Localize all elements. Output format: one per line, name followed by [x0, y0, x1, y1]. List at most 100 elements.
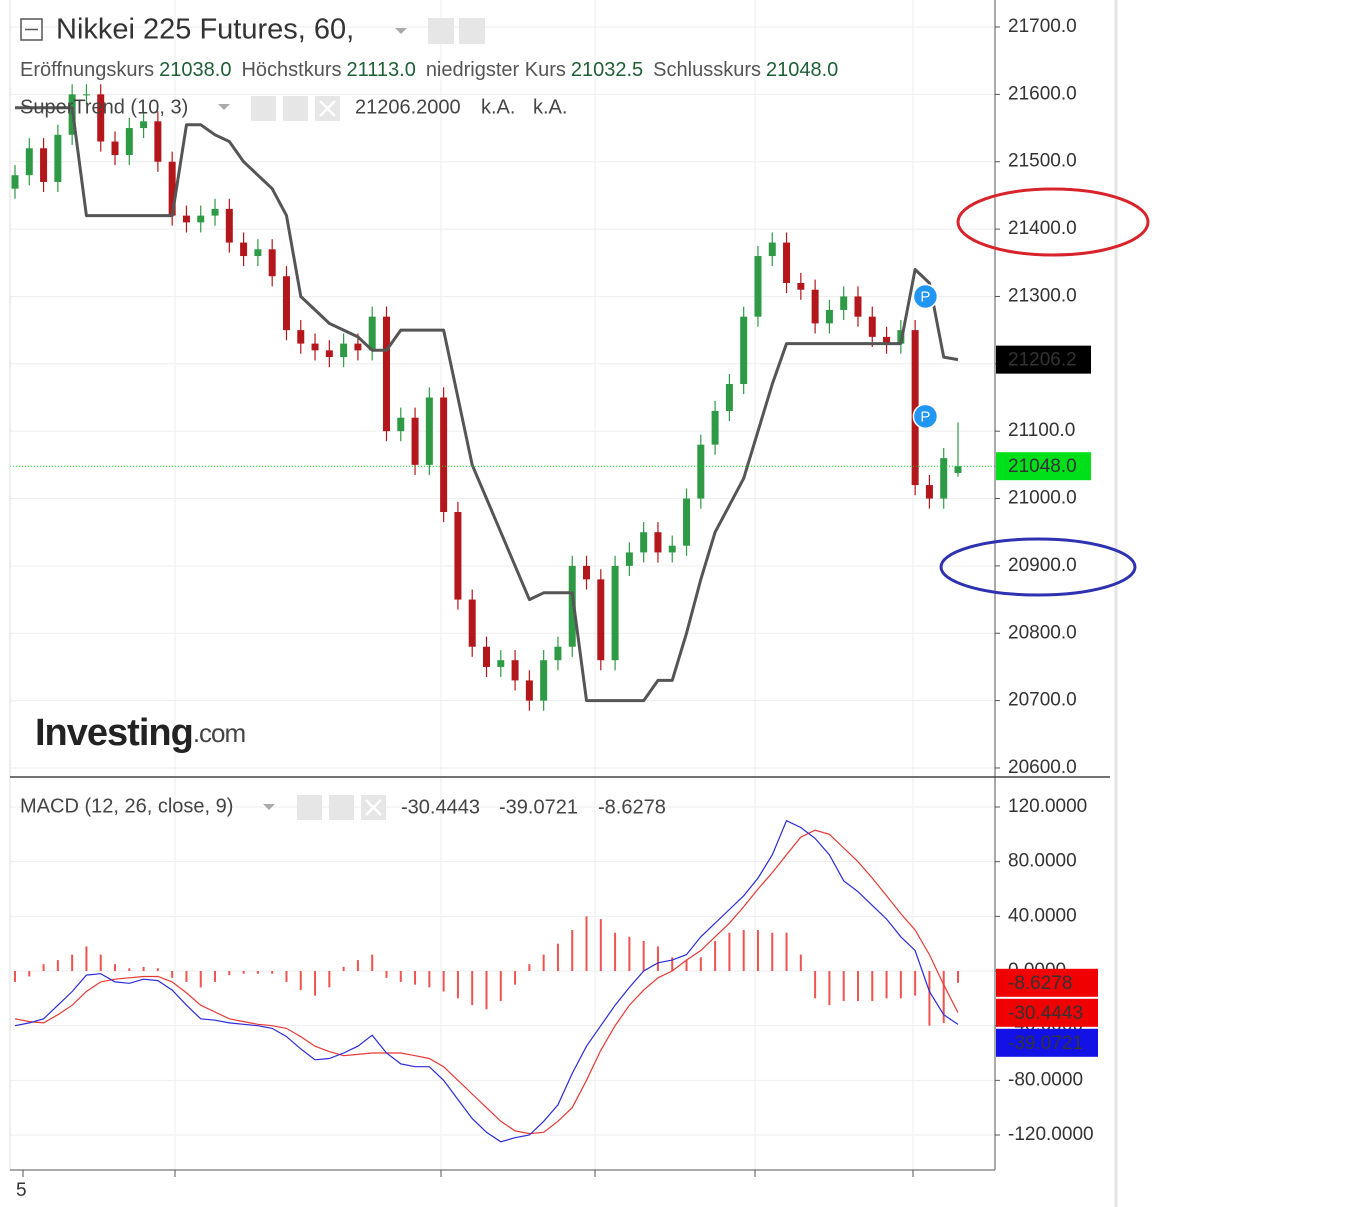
ohlc-value: 21032.5 — [571, 59, 643, 81]
watermark-brand: Investing.com — [35, 712, 245, 754]
watermark-brand-text: Investing — [35, 712, 193, 754]
candle-body — [925, 485, 933, 499]
settings-icon[interactable] — [459, 18, 485, 44]
ohlc-label: Schlusskurs — [653, 59, 761, 81]
candle-body — [468, 599, 476, 647]
indicator-name: SuperTrend (10, 3) — [20, 96, 188, 118]
y-tick-label: 21400.0 — [1008, 218, 1077, 239]
candle-body — [554, 646, 562, 661]
price-tag — [996, 345, 1091, 374]
candle-body — [340, 343, 348, 358]
ohlc-value: 21113.0 — [346, 59, 415, 81]
candle-body — [168, 161, 176, 216]
value-tag — [996, 968, 1098, 997]
candle-body — [568, 565, 576, 647]
candle-body — [397, 417, 405, 432]
y-tick-label: 21000.0 — [1008, 488, 1077, 509]
labels: 20600.0 20700.0 20800.0 20900.0 21000.0 21100… — [995, 16, 1098, 1145]
y-tick-label: -120.0000 — [1008, 1124, 1094, 1145]
candle-body — [297, 330, 305, 344]
candle-body — [883, 336, 891, 344]
candle-body — [825, 309, 833, 324]
value-tag-label: -30.4443 — [1008, 1003, 1083, 1024]
settings-icon[interactable] — [329, 795, 354, 820]
candle-body — [197, 215, 205, 223]
candle-body — [868, 316, 876, 337]
y-tick-label: 20700.0 — [1008, 690, 1077, 711]
candle-body — [425, 397, 433, 465]
ohlc-label: niedrigster Kurs — [426, 59, 566, 81]
eye-icon[interactable] — [297, 795, 322, 820]
indicator-value: 21206.2000 — [355, 96, 461, 118]
grid — [10, 0, 995, 1170]
y-tick-label: 120.0000 — [1008, 796, 1087, 817]
candle-body — [854, 296, 862, 317]
candle-body — [797, 282, 805, 290]
pivot-marker — [912, 283, 939, 310]
price-tag-label: 21048.0 — [1008, 456, 1077, 477]
collapse-icon[interactable] — [20, 18, 43, 41]
candle-body — [483, 646, 490, 667]
candle-body — [154, 121, 162, 162]
candle-body — [182, 215, 190, 223]
candle-body — [454, 512, 462, 600]
value-tag — [996, 1028, 1098, 1057]
candle-body — [311, 343, 319, 351]
ohlc-label: Höchstkurs — [241, 59, 341, 81]
candle-body — [683, 498, 691, 546]
candle-body — [382, 316, 390, 432]
candle-body — [211, 208, 219, 216]
candle-body — [511, 660, 519, 681]
macd-line — [14, 829, 959, 1135]
close-icon-x — [365, 799, 382, 816]
candle-body — [697, 444, 705, 499]
chart-title: Nikkei 225 Futures, 60, — [56, 14, 354, 46]
candle-body — [768, 242, 776, 257]
pivot-label: P — [920, 408, 930, 425]
header: Nikkei 225 Futures, 60, Eröffnungskurs 21… — [20, 14, 838, 820]
macd-signal-value: -30.4443 — [401, 796, 480, 818]
supertrend-line — [15, 106, 959, 703]
ohlc-line: Eröffnungskurs 21038.0 Höchstkurs 21113.0 ni… — [20, 59, 838, 81]
candle-body — [354, 343, 362, 351]
highlight-ellipse — [939, 537, 1137, 597]
value-tag-label: -39.0721 — [1008, 1033, 1083, 1054]
candle-body — [540, 660, 548, 701]
y-tick-label: 21600.0 — [1008, 83, 1077, 104]
candle-body — [525, 680, 533, 701]
indicator-extra: k.A. — [533, 96, 567, 118]
candle-body — [325, 350, 333, 358]
settings-icon[interactable] — [283, 96, 308, 121]
candle-body — [282, 276, 290, 331]
candle-body — [754, 256, 762, 317]
macd-histogram-value: -8.6278 — [598, 796, 666, 818]
macd-value: -39.0721 — [499, 796, 578, 818]
marks: PP — [10, 84, 995, 1143]
candle-body — [497, 660, 505, 667]
y-tick-label: 80.0000 — [1008, 851, 1077, 872]
eye-icon[interactable] — [428, 18, 454, 44]
candle-body — [140, 121, 148, 129]
candle-body — [25, 148, 33, 176]
dropdown-arrow[interactable] — [395, 28, 407, 34]
dropdown-arrow[interactable] — [263, 804, 275, 810]
y-tick-label: 20900.0 — [1008, 555, 1077, 576]
candle-body — [911, 330, 919, 486]
price-tag-label: 21206.2 — [1008, 350, 1077, 371]
candle-body — [640, 532, 648, 553]
eye-icon[interactable] — [251, 96, 276, 121]
candle-body — [654, 532, 662, 553]
dropdown-arrow[interactable] — [218, 104, 230, 110]
value-tag — [996, 998, 1098, 1027]
ohlc-label: Eröffnungskurs — [20, 59, 154, 81]
candle-body — [725, 384, 733, 411]
y-tick-label: 20800.0 — [1008, 622, 1077, 643]
y-tick-label: -80.0000 — [1008, 1069, 1083, 1090]
x-tick-label: 5 — [16, 1180, 27, 1201]
candle-body — [711, 410, 719, 445]
y-tick-label: 21100.0 — [1008, 420, 1075, 441]
candle-body — [783, 242, 791, 283]
candle-body — [225, 208, 233, 243]
